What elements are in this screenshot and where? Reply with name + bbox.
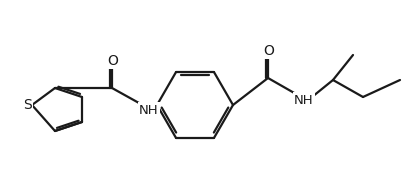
Text: S: S (24, 98, 32, 112)
Text: O: O (264, 44, 275, 58)
Text: NH: NH (294, 94, 314, 106)
Text: O: O (107, 54, 118, 68)
Text: NH: NH (139, 104, 159, 116)
